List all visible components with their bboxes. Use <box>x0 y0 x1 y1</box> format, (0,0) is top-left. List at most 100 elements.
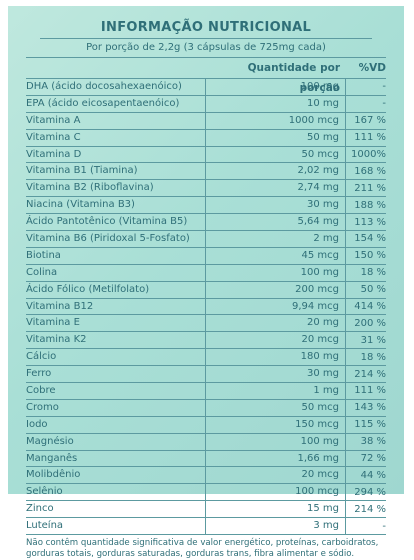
nutrient-rows: DHA (ácido docosahexaenóico) 100 mg - EPA (… <box>26 79 386 536</box>
nutrient-name: Biotina <box>26 247 206 264</box>
nutrient-name: Magnésio <box>26 433 206 450</box>
nutrient-quantity: 100 mg <box>206 79 346 95</box>
footnote: Não contêm quantidade significativa de v… <box>26 538 379 560</box>
nutrient-quantity: 2,74 mg <box>206 180 346 197</box>
table-row: Vitamina K2 20 mcg 31 % <box>26 332 386 350</box>
nutrient-quantity: 10 mg <box>206 95 346 112</box>
nutrient-name: Vitamina A <box>26 112 206 129</box>
table-row: Selênio 100 mcg 294 % <box>26 484 386 502</box>
nutrient-quantity: 50 mcg <box>206 146 346 163</box>
nutrient-vd: 72 % <box>360 453 386 465</box>
table-row: Cobre 1 mg 111 % <box>26 383 386 400</box>
table-row: Vitamina D 50 mcg 1000% <box>26 146 386 164</box>
table-row: Cromo 50 mcg 143 % <box>26 399 386 417</box>
nutrient-vd: 113 % <box>354 216 386 228</box>
nutrient-name: Vitamina K2 <box>26 332 206 349</box>
nutrient-quantity: 150 mcg <box>206 416 346 433</box>
nutrient-name: Iodo <box>26 416 206 433</box>
table-row: Vitamina C 50 mg 111 % <box>26 129 386 147</box>
nutrient-quantity: 45 mcg <box>206 247 346 264</box>
nutrient-quantity: 3 mg <box>206 518 346 535</box>
nutrient-vd: 111 % <box>354 385 386 397</box>
table-header: Quantidade por porção %VD <box>26 58 386 94</box>
nutrient-name: Luteína <box>26 518 206 535</box>
table-row: Vitamina A 1000 mcg 167 % <box>26 112 386 130</box>
table-title: INFORMAÇÃO NUTRICIONAL <box>40 20 372 39</box>
nutrient-vd: 167 % <box>354 115 386 127</box>
nutrient-quantity: 50 mcg <box>206 399 346 416</box>
table-row: Vitamina B12 9,94 mcg 414 % <box>26 298 386 316</box>
nutrient-quantity: 100 mg <box>206 433 346 450</box>
table-row: Vitamina B6 (Piridoxal 5-Fosfato) 2 mg 154… <box>26 231 386 248</box>
table-row: Vitamina B1 (Tiamina) 2,02 mg 168 % <box>26 163 386 181</box>
table-row: Vitamina B2 (Riboflavina) 2,74 mg 211 % <box>26 180 386 198</box>
table-row: Biotina 45 mcg 150 % <box>26 247 386 265</box>
nutrient-quantity: 180 mg <box>206 349 346 366</box>
table-row: Ferro 30 mg 214 % <box>26 366 386 384</box>
nutrient-quantity: 2,02 mg <box>206 163 346 180</box>
nutrient-quantity: 100 mcg <box>206 484 346 501</box>
nutrient-vd: - <box>382 81 386 93</box>
nutrient-vd: 38 % <box>360 436 386 448</box>
nutrient-name: Selênio <box>26 484 206 501</box>
nutrient-vd: 214 % <box>354 503 386 515</box>
nutrient-quantity: 5,64 mg <box>206 214 346 231</box>
nutrient-quantity: 200 mcg <box>206 281 346 298</box>
nutrient-name: DHA (ácido docosahexaenóico) <box>26 79 206 95</box>
header-vd: %VD <box>358 62 386 74</box>
nutrient-name: Vitamina B1 (Tiamina) <box>26 163 206 180</box>
table-row: Magnésio 100 mg 38 % <box>26 433 386 451</box>
nutrient-name: Vitamina B2 (Riboflavina) <box>26 180 206 197</box>
nutrient-vd: 150 % <box>354 250 386 262</box>
nutrient-name: Cálcio <box>26 349 206 366</box>
nutrient-name: Vitamina C <box>26 129 206 146</box>
nutrient-quantity: 30 mg <box>206 197 346 214</box>
table-row: Cálcio 180 mg 18 % <box>26 349 386 367</box>
nutrient-vd: 211 % <box>354 182 386 194</box>
nutrient-name: Vitamina B6 (Piridoxal 5-Fosfato) <box>26 231 206 247</box>
nutrient-name: Vitamina E <box>26 315 206 332</box>
nutrient-quantity: 9,94 mcg <box>206 298 346 315</box>
nutrient-quantity: 2 mg <box>206 231 346 247</box>
table-row: Vitamina E 20 mg 200 % <box>26 315 386 333</box>
table-row: EPA (ácido eicosapentaenóico) 10 mg - <box>26 95 386 113</box>
nutrient-vd: 115 % <box>354 419 386 431</box>
nutrient-vd: 50 % <box>360 284 386 296</box>
nutrient-name: Ferro <box>26 366 206 383</box>
nutrient-vd: 200 % <box>354 317 386 329</box>
nutrient-vd: 188 % <box>354 199 386 211</box>
nutrient-quantity: 20 mg <box>206 315 346 332</box>
table-row: DHA (ácido docosahexaenóico) 100 mg - <box>26 79 386 96</box>
nutrient-quantity: 20 mcg <box>206 332 346 349</box>
table-row: Luteína 3 mg - <box>26 518 386 536</box>
nutrient-name: Cromo <box>26 399 206 416</box>
table-row: Molibdênio 20 mcg 44 % <box>26 467 386 485</box>
nutrient-name: EPA (ácido eicosapentaenóico) <box>26 95 206 112</box>
table-row: Ácido Fólico (Metilfolato) 200 mcg 50 % <box>26 281 386 299</box>
nutrient-vd: 18 % <box>360 267 386 279</box>
nutrient-vd: 214 % <box>354 368 386 380</box>
nutrient-quantity: 100 mg <box>206 264 346 281</box>
nutrient-vd: 294 % <box>354 486 386 498</box>
table-row: Manganês 1,66 mg 72 % <box>26 450 386 468</box>
nutrient-vd: 18 % <box>360 351 386 363</box>
table-row: Zinco 15 mg 214 % <box>26 501 386 519</box>
nutrient-quantity: 1 mg <box>206 383 346 399</box>
nutrient-vd: 1000% <box>351 149 386 160</box>
nutrient-name: Molibdênio <box>26 467 206 484</box>
nutrient-vd: 31 % <box>360 334 386 346</box>
nutrient-vd: 143 % <box>354 402 386 414</box>
nutrient-vd: 111 % <box>354 132 386 144</box>
table-row: Ácido Pantotênico (Vitamina B5) 5,64 mg 11… <box>26 214 386 232</box>
nutrient-quantity: 30 mg <box>206 366 346 383</box>
nutrient-name: Cobre <box>26 383 206 399</box>
nutrient-quantity: 50 mg <box>206 129 346 146</box>
nutrient-vd: 154 % <box>354 233 386 245</box>
nutrient-vd: 414 % <box>354 301 386 313</box>
nutrient-vd: 44 % <box>360 469 386 481</box>
table-row: Colina 100 mg 18 % <box>26 264 386 282</box>
nutrient-name: Vitamina D <box>26 146 206 163</box>
nutrient-quantity: 20 mcg <box>206 467 346 484</box>
nutrient-vd: - <box>382 520 386 532</box>
header-quantity: Quantidade por porção <box>247 62 340 94</box>
